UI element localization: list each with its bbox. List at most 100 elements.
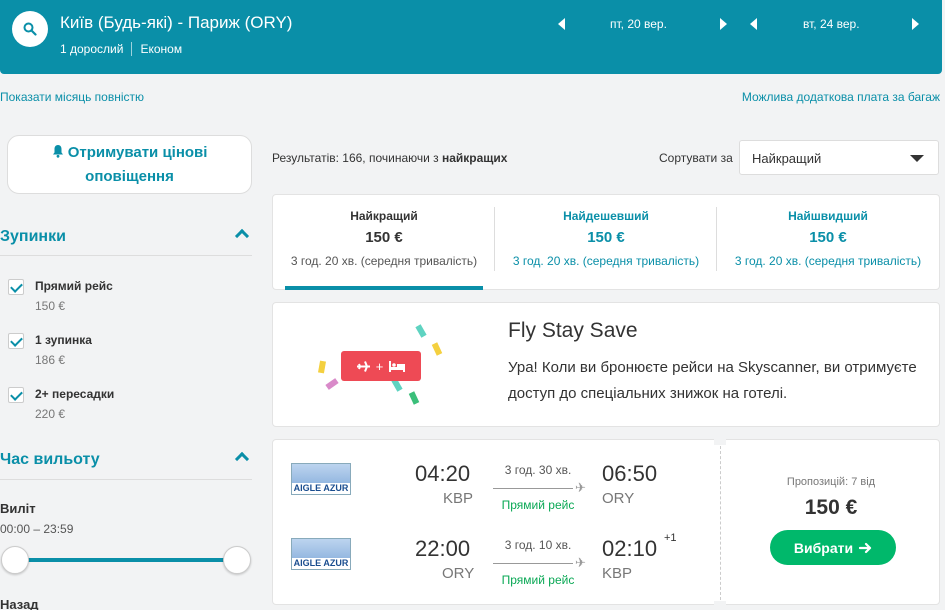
confetti-icon	[408, 391, 420, 405]
search-icon	[23, 22, 37, 36]
stops-title: Зупинки	[0, 228, 66, 245]
tab-price: 150 €	[365, 229, 403, 246]
passenger-summary[interactable]: 1 дорослий Економ	[60, 42, 182, 56]
sort-tabs: Найкращий 150 € 3 год. 20 хв. (середня т…	[272, 194, 940, 290]
stop-label: 1 зупинка	[35, 333, 92, 347]
return-label: Назад	[0, 597, 39, 610]
confetti-icon	[431, 342, 443, 356]
fly-stay-save-promo[interactable]: + Fly Stay Save Ура! Коли ви бронюєте ре…	[272, 302, 940, 427]
departure-time-title: Час вильоту	[0, 451, 100, 468]
plane-icon	[356, 360, 370, 372]
search-header: Київ (Будь-які) - Париж (ORY) 1 дорослий…	[0, 0, 942, 74]
tab-title: Найшвидший	[788, 209, 868, 223]
outbound-leg: AIGLE AZUR 04:20 KBP 3 год. 30 хв. ✈ Пря…	[273, 440, 713, 512]
divider	[494, 207, 495, 271]
offers-count: Пропозицій: 7 від	[786, 476, 876, 488]
stop-label: Прямий рейс	[35, 279, 113, 293]
arrival-airport: ORY	[602, 490, 635, 507]
price-alert-button[interactable]: Отримувати цінові оповіщення	[7, 135, 252, 194]
price-alert-label: Отримувати цінові оповіщення	[67, 143, 208, 185]
results-sort-emphasis: найкращих	[442, 151, 508, 165]
bell-icon	[52, 144, 63, 158]
departure-time: 04:20	[415, 461, 471, 486]
results-prefix: Результатів: 166, починаючи з	[272, 151, 442, 165]
tab-duration: 3 год. 20 хв. (середня тривалість)	[290, 254, 478, 268]
arrow-right-icon	[859, 542, 872, 553]
tab-fastest[interactable]: Найшвидший 150 € 3 год. 20 хв. (середня …	[717, 195, 939, 291]
tab-duration: 3 год. 20 хв. (середня тривалість)	[734, 254, 922, 268]
prev-depart-date-icon[interactable]	[558, 18, 565, 30]
leg-stops: Прямий рейс	[501, 573, 575, 587]
outbound-label: Виліт	[0, 501, 36, 516]
slider-handle-start[interactable]	[1, 546, 29, 574]
leg-duration: 3 год. 30 хв.	[504, 463, 572, 477]
departure-airport: KBP	[443, 490, 474, 507]
route-line	[493, 488, 573, 489]
divider	[131, 42, 133, 56]
next-depart-date-icon[interactable]	[720, 18, 727, 30]
sort-label: Сортувати за	[659, 151, 733, 165]
outbound-time-slider[interactable]	[14, 558, 236, 562]
chevron-up-icon	[234, 451, 250, 467]
cabin-label: Економ	[140, 42, 183, 56]
departure-time-filter-header[interactable]: Час вильоту	[0, 451, 252, 469]
depart-date[interactable]: пт, 20 вер.	[610, 17, 667, 31]
divider	[716, 207, 717, 271]
checkbox-direct[interactable]	[8, 279, 24, 295]
checkbox-two-plus[interactable]	[8, 387, 24, 403]
badge-plus: +	[375, 358, 384, 374]
return-leg: AIGLE AZUR 22:00 ORY 3 год. 10 хв. ✈ Пря…	[273, 515, 713, 587]
leg-stops: Прямий рейс	[501, 498, 575, 512]
divider	[0, 479, 252, 480]
confetti-icon	[318, 360, 326, 374]
baggage-fee-link[interactable]: Можлива додаткова плата за багаж	[741, 90, 940, 104]
promo-title: Fly Stay Save	[508, 319, 638, 342]
select-flight-button[interactable]: Вибрати	[770, 530, 896, 565]
confetti-icon	[325, 378, 339, 390]
divider	[0, 255, 252, 256]
card-notch	[714, 601, 726, 607]
tab-title: Найдешевший	[563, 209, 649, 223]
select-label: Вибрати	[793, 539, 854, 556]
bed-icon	[389, 360, 406, 372]
arrival-time: 06:50	[602, 461, 658, 486]
prev-return-date-icon[interactable]	[750, 18, 757, 30]
departure-airport: ORY	[442, 565, 475, 582]
divider	[720, 446, 721, 600]
flight-result-card[interactable]: AIGLE AZUR 04:20 KBP 3 год. 30 хв. ✈ Пря…	[272, 439, 940, 607]
sort-select[interactable]: Найкращий	[739, 140, 939, 175]
slider-handle-end[interactable]	[223, 546, 251, 574]
checkbox-one-stop[interactable]	[8, 333, 24, 349]
passengers-label: 1 дорослий	[60, 42, 124, 56]
flight-price: 150 €	[804, 496, 858, 519]
departure-time: 22:00	[415, 536, 471, 561]
sort-selected-value: Найкращий	[752, 151, 822, 166]
outbound-range: 00:00 – 23:59	[0, 522, 74, 536]
show-month-link[interactable]: Показати місяць повністю	[0, 90, 145, 104]
chevron-up-icon	[234, 228, 250, 244]
next-return-date-icon[interactable]	[912, 18, 919, 30]
plane-icon: ✈	[575, 555, 586, 570]
return-date[interactable]: вт, 24 вер.	[803, 17, 860, 31]
airline-name: AIGLE AZUR	[292, 558, 350, 569]
caret-down-icon	[910, 155, 924, 162]
plane-icon: ✈	[575, 480, 586, 495]
arrival-time: 02:10	[602, 536, 658, 561]
airline-logo: AIGLE AZUR	[291, 538, 351, 570]
leg-duration: 3 год. 10 хв.	[504, 538, 572, 552]
return-date-picker: вт, 24 вер.	[748, 14, 920, 34]
tab-cheapest[interactable]: Найдешевший 150 € 3 год. 20 хв. (середня…	[495, 195, 717, 291]
flight-hotel-badge: +	[341, 351, 421, 381]
active-tab-indicator	[285, 286, 483, 290]
airline-name: AIGLE AZUR	[292, 483, 350, 494]
route-title[interactable]: Київ (Будь-які) - Париж (ORY)	[60, 13, 293, 32]
depart-date-picker: пт, 20 вер.	[556, 14, 728, 34]
stops-filter-header[interactable]: Зупинки	[0, 228, 252, 246]
search-button[interactable]	[12, 11, 48, 47]
stop-price: 220 €	[35, 407, 66, 421]
confetti-icon	[415, 324, 427, 338]
promo-text: Ура! Коли ви бронюєте рейси на Skyscanne…	[508, 359, 917, 402]
tab-price: 150 €	[587, 229, 625, 246]
tab-best[interactable]: Найкращий 150 € 3 год. 20 хв. (середня т…	[273, 195, 495, 291]
stop-label: 2+ пересадки	[35, 387, 115, 401]
